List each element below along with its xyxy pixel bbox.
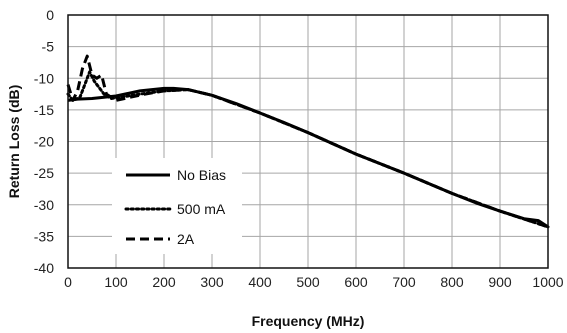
x-tick-label: 0 xyxy=(64,274,72,290)
y-tick-label: -40 xyxy=(34,260,54,276)
x-tick-label: 900 xyxy=(488,274,512,290)
x-tick-label: 1000 xyxy=(532,274,563,290)
y-tick-label: 0 xyxy=(46,7,54,23)
series-line-2 xyxy=(66,54,549,229)
grid xyxy=(68,15,548,268)
y-axis-ticks: 0 -5 -10 -15 -20 -25 -30 -35 -40 xyxy=(34,7,54,276)
x-tick-label: 800 xyxy=(440,274,464,290)
legend-label-no-bias: No Bias xyxy=(177,167,226,183)
x-axis-title: Frequency (MHz) xyxy=(252,313,365,329)
x-tick-label: 700 xyxy=(392,274,416,290)
x-tick-label: 500 xyxy=(296,274,320,290)
series-layer xyxy=(66,54,550,229)
x-tick-label: 400 xyxy=(248,274,272,290)
legend-label-2a: 2A xyxy=(177,231,195,247)
x-tick-label: 200 xyxy=(152,274,176,290)
y-tick-label: -35 xyxy=(34,228,54,244)
y-tick-label: -10 xyxy=(34,70,54,86)
y-tick-label: -25 xyxy=(34,165,54,181)
plot-frame xyxy=(67,14,549,269)
y-tick-label: -20 xyxy=(34,134,54,150)
y-tick-label: -15 xyxy=(34,102,54,118)
x-tick-label: 100 xyxy=(104,274,128,290)
y-axis-title: Return Loss (dB) xyxy=(6,85,22,199)
legend-label-500ma: 500 mA xyxy=(177,201,226,217)
x-tick-label: 600 xyxy=(344,274,368,290)
y-tick-label: -5 xyxy=(42,39,55,55)
x-axis-ticks: 0 100 200 300 400 500 600 700 800 900 1000 xyxy=(64,274,564,290)
x-tick-label: 300 xyxy=(200,274,224,290)
y-tick-label: -30 xyxy=(34,197,54,213)
legend: No Bias 500 mA 2A xyxy=(112,158,242,254)
